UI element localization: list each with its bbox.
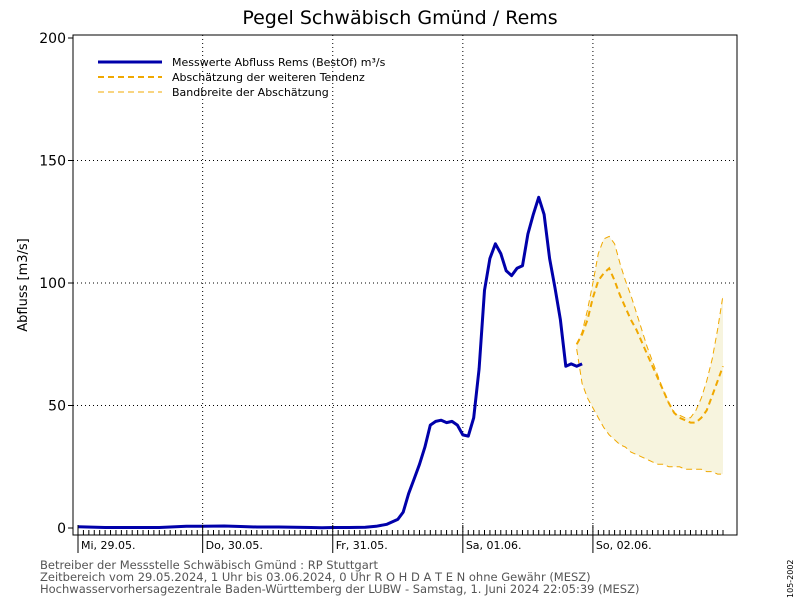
y-tick-label: 100 [39, 276, 66, 292]
chart-title: Pegel Schwäbisch Gmünd / Rems [242, 7, 557, 29]
footer-time-range: Zeitbereich vom 29.05.2024, 1 Uhr bis 03… [40, 570, 591, 584]
x-day-label: Do, 30.05. [206, 539, 263, 552]
forecast-band-upper-line [576, 235, 724, 419]
side-code: 105-2002 [786, 559, 795, 598]
y-tick-label: 150 [39, 154, 66, 170]
x-day-label: Mi, 29.05. [81, 539, 136, 552]
y-tick-label: 50 [48, 399, 66, 415]
forecast-tendency-line [575, 266, 724, 424]
x-day-label: Sa, 01.06. [466, 539, 522, 552]
legend: Messwerte Abfluss Rems (BestOf) m³/s Abs… [98, 56, 386, 99]
legend-label-band: Bandbreite der Abschätzung [172, 86, 329, 99]
y-axis-label: Abfluss [m3/s] [16, 238, 31, 331]
x-axis-ticks: Mi, 29.05. Do, 30.05. Fr, 31.05. Sa, 01.06.… [77, 525, 724, 553]
grid [73, 35, 737, 535]
x-day-label: So, 02.06. [596, 539, 652, 552]
x-day-label: Fr, 31.05. [336, 539, 388, 552]
y-tick-label: 0 [57, 521, 66, 537]
y-axis-ticks: 0 50 100 150 200 [39, 31, 73, 537]
legend-label-forecast: Abschätzung der weiteren Tendenz [172, 71, 365, 84]
measured-discharge-line [77, 195, 583, 530]
forecast-band-lower-line [576, 349, 723, 475]
footer-source: Hochwasservorhersagezentrale Baden-Württ… [40, 582, 639, 596]
y-tick-label: 200 [39, 31, 66, 47]
plot-frame [72, 34, 738, 536]
footer-operator: Betreiber der Messstelle Schwäbisch Gmün… [40, 558, 378, 572]
legend-label-measured: Messwerte Abfluss Rems (BestOf) m³/s [172, 56, 386, 69]
